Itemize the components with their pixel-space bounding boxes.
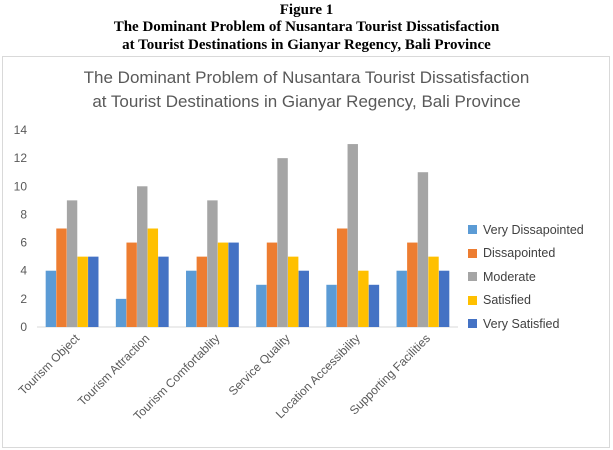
bar	[358, 270, 369, 327]
y-tick-label: 8	[20, 207, 27, 221]
legend-label: Very Satisfied	[483, 316, 560, 331]
y-tick-label: 4	[20, 264, 27, 278]
bar	[88, 256, 99, 327]
legend-label: Satisfied	[483, 293, 531, 308]
chart-title-line-1: The Dominant Problem of Nusantara Touris…	[83, 68, 530, 87]
bar	[396, 270, 407, 327]
legend-swatch	[468, 225, 477, 235]
bar	[228, 242, 239, 327]
figure-caption: Figure 1 The Dominant Problem of Nusanta…	[0, 0, 613, 54]
bar	[158, 256, 169, 327]
legend-label: Moderate	[483, 269, 536, 284]
legend-item: Very Satisfied	[468, 312, 584, 336]
legend-item: Moderate	[468, 265, 584, 289]
x-tick-label: Tourism Object	[16, 331, 83, 398]
bar	[298, 270, 309, 327]
bar	[336, 228, 348, 327]
x-tick-label: Tourism Attraction	[75, 331, 152, 408]
bar	[266, 242, 278, 327]
bar	[417, 172, 429, 327]
legend-item: Dissapointed	[468, 242, 584, 266]
y-tick-label: 6	[20, 236, 27, 250]
bar	[56, 228, 67, 327]
bar	[277, 158, 288, 327]
bar	[428, 256, 439, 327]
bar	[137, 186, 148, 327]
legend-swatch	[468, 319, 477, 329]
legend-item: Very Dissapointed	[468, 218, 584, 242]
y-tick-label: 0	[20, 320, 27, 334]
bar	[217, 242, 229, 327]
legend-swatch	[468, 272, 477, 282]
bar	[45, 270, 57, 327]
legend-item: Satisfied	[468, 289, 584, 313]
figure-label: Figure 1	[279, 2, 334, 18]
bar	[66, 200, 78, 327]
y-tick-label: 12	[14, 151, 28, 165]
x-tick-label: Service Quality	[226, 331, 293, 398]
bar	[207, 200, 218, 327]
bar	[77, 256, 88, 327]
bar	[126, 242, 137, 327]
legend-swatch	[468, 295, 477, 305]
y-tick-label: 14	[14, 123, 28, 137]
y-tick-label: 2	[20, 292, 27, 306]
bar	[407, 242, 418, 327]
bar	[287, 256, 299, 327]
chart-title-line-2: at Tourist Destinations in Gianyar Regen…	[92, 92, 521, 111]
figure-caption-line-2: at Tourist Destinations in Gianyar Regen…	[122, 37, 491, 53]
bar	[186, 270, 197, 327]
legend-label: Very Dissapointed	[483, 222, 584, 237]
legend-swatch	[468, 248, 477, 258]
bar	[196, 256, 208, 327]
bar	[326, 284, 337, 327]
bar	[347, 144, 358, 327]
bar	[147, 228, 159, 327]
figure-caption-line-1: The Dominant Problem of Nusantara Touris…	[113, 19, 500, 35]
chart-legend: Very Dissapointed Dissapointed Moderate Sat…	[468, 218, 584, 336]
legend-label: Dissapointed	[483, 246, 556, 261]
bar	[256, 284, 267, 327]
y-tick-label: 10	[14, 179, 28, 193]
bar	[438, 270, 450, 327]
bar	[115, 298, 127, 327]
bar	[368, 284, 380, 327]
chart-area	[2, 56, 610, 448]
